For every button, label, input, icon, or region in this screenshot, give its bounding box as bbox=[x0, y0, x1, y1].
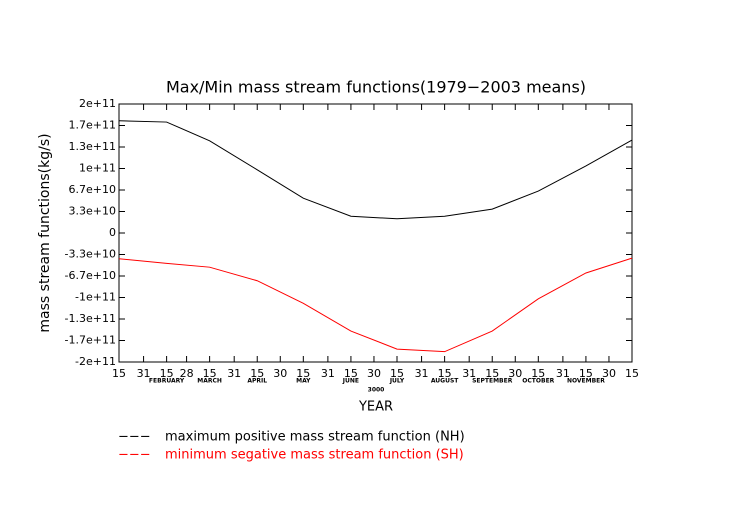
y-tick-label: -1e+11 bbox=[75, 291, 116, 304]
x-tick-label: 15 bbox=[485, 367, 499, 380]
y-tick-label: -3.3e+10 bbox=[65, 248, 116, 261]
month-label: MAY bbox=[296, 378, 311, 385]
x-tick-label: 31 bbox=[227, 367, 241, 380]
x-tick-label: 15 bbox=[344, 367, 358, 380]
y-tick-label: 0 bbox=[109, 226, 116, 239]
month-label: JULY bbox=[389, 378, 405, 385]
x-tick-label: 30 bbox=[508, 367, 522, 380]
series-line bbox=[118, 120, 633, 220]
legend-marker: −−− bbox=[118, 430, 151, 445]
y-tick-label: -2e+11 bbox=[75, 355, 116, 368]
legend-label: maximum positive mass stream function (N… bbox=[165, 430, 465, 445]
x-tick-label: 31 bbox=[321, 367, 335, 380]
x-tick-label: 30 bbox=[367, 367, 381, 380]
month-label: MARCH bbox=[197, 378, 222, 385]
month-label: SEPTEMBER bbox=[472, 378, 513, 385]
y-tick-label: -1.3e+11 bbox=[65, 312, 116, 325]
x-tick-label: 30 bbox=[602, 367, 616, 380]
y-tick-label: 6.7e+10 bbox=[69, 183, 116, 196]
x-tick-label: 31 bbox=[556, 367, 570, 380]
x-tick-label: 31 bbox=[462, 367, 476, 380]
x-tick-label: 30 bbox=[273, 367, 287, 380]
x-tick-label: 15 bbox=[438, 367, 452, 380]
month-label: AUGUST bbox=[431, 378, 459, 385]
x-tick-label: 15 bbox=[250, 367, 264, 380]
y-tick-label: -1.7e+11 bbox=[65, 334, 116, 347]
x-tick-label: 15 bbox=[112, 367, 126, 380]
y-tick-label: 3.3e+10 bbox=[69, 205, 116, 218]
y-axis-label: mass stream functions(kg/s) bbox=[37, 133, 53, 332]
x-tick-label: 15 bbox=[579, 367, 593, 380]
year-label: 3000 bbox=[368, 387, 385, 394]
month-label: APRIL bbox=[247, 378, 267, 385]
x-tick-label: 15 bbox=[531, 367, 545, 380]
y-tick-label: 1.3e+11 bbox=[69, 140, 116, 153]
x-tick-label: 15 bbox=[296, 367, 310, 380]
y-tick-label: 1.7e+11 bbox=[69, 119, 116, 132]
y-tick-label: 2e+11 bbox=[79, 97, 116, 110]
x-tick-label: 28 bbox=[180, 367, 194, 380]
y-tick-label: -6.7e+10 bbox=[65, 269, 116, 282]
x-tick-label: 31 bbox=[415, 367, 429, 380]
legend-marker: −−− bbox=[118, 448, 151, 463]
x-tick-label: 31 bbox=[137, 367, 151, 380]
month-label: NOVEMBER bbox=[567, 378, 605, 385]
x-tick-label: 15 bbox=[160, 367, 174, 380]
x-axis-label: YEAR bbox=[358, 400, 393, 415]
x-tick-label: 15 bbox=[203, 367, 217, 380]
x-tick-label: 15 bbox=[390, 367, 404, 380]
month-label: JUNE bbox=[342, 378, 359, 385]
month-label: FEBRUARY bbox=[149, 378, 185, 385]
legend-label: minimum segative mass stream function (S… bbox=[165, 448, 464, 463]
chart-title: Max/Min mass stream functions(1979−2003 … bbox=[166, 78, 586, 97]
plot-frame bbox=[118, 103, 633, 363]
series-line bbox=[118, 257, 633, 353]
x-tick-label: 15 bbox=[625, 367, 639, 380]
y-tick-label: 1e+11 bbox=[79, 162, 116, 175]
month-label: OCTOBER bbox=[522, 378, 554, 385]
